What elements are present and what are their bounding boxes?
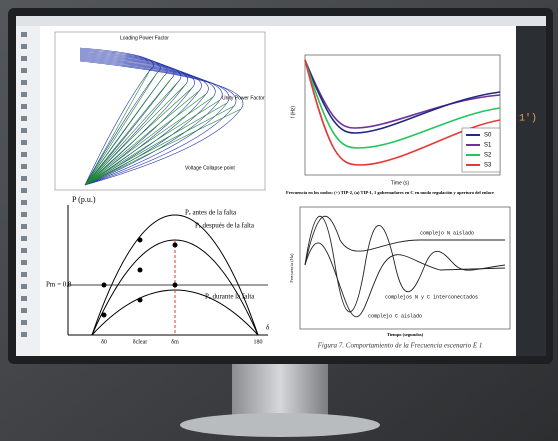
point	[173, 283, 178, 288]
x-label: δm	[171, 339, 179, 345]
sidebar-icon	[21, 56, 27, 61]
point	[138, 298, 143, 303]
fn-title-box: Frecuencia en los nodos: (+) TIP-2, (a) …	[286, 190, 511, 206]
sidebar-icon	[21, 224, 27, 229]
pv-label: Loading Power Factor	[120, 35, 169, 41]
sidebar-icon	[21, 308, 27, 313]
sidebar-icon	[21, 164, 27, 169]
sidebar-icon	[21, 116, 27, 121]
axis-label: P (p.u.)	[72, 195, 96, 204]
annotation: complejo C aislado	[368, 313, 422, 319]
sidebar-icon	[21, 188, 27, 193]
curve-label: Pₑ antes de la falta	[185, 209, 237, 217]
pv-label: Unity Power Factor	[222, 95, 265, 101]
axis-label: Tiempo (segundos)	[387, 332, 424, 337]
sidebar-icon	[21, 32, 27, 37]
sidebar-icon	[21, 272, 27, 277]
pa-panel	[45, 195, 275, 345]
legend-label: S0	[484, 133, 492, 139]
sidebar-icon	[21, 80, 27, 85]
annotation: complejo N aislado	[420, 230, 474, 236]
point	[102, 283, 107, 288]
pv-label: Voltage Collapse point	[185, 165, 235, 171]
sidebar-icon	[21, 44, 27, 49]
point	[138, 268, 143, 273]
annotation: complejos N y C interconectados	[385, 294, 478, 300]
x-label: δ0	[101, 339, 107, 345]
sidebar-icon	[21, 140, 27, 145]
sidebar-icon	[21, 320, 27, 325]
page: {"panels":{ "pv_curves":{"labels":["Load…	[0, 0, 558, 441]
x-label: δclear	[133, 339, 147, 345]
pm-label: Pm = 0.8	[46, 281, 72, 289]
sidebar-icon	[21, 128, 27, 133]
monitor-stand	[232, 360, 328, 420]
sidebar-icon	[21, 248, 27, 253]
point	[102, 313, 107, 318]
sidebar-icon	[21, 260, 27, 265]
fn-title: Frecuencia en los nodos: (+) TIP-2, (a) …	[286, 190, 511, 195]
curve-label: Pₑ después de la falta	[195, 222, 255, 230]
axis-label: Time (s)	[391, 180, 409, 186]
sidebar-icon	[21, 284, 27, 289]
code-text: 1')	[519, 113, 537, 125]
sidebar-icon	[21, 92, 27, 97]
axis-label: f (Hz)	[290, 106, 296, 119]
sidebar-icon	[21, 152, 27, 157]
legend-label: S1	[484, 143, 492, 149]
sidebar-icon	[21, 236, 27, 241]
caption: Figura 7. Comportamiento de la Frecuenci…	[317, 342, 483, 350]
legend-label: S3	[484, 163, 492, 169]
axis-label: Frecuencia (Hz)	[289, 253, 294, 283]
scene: 1') Loading Power Factor Unity Power Fac…	[0, 0, 558, 441]
sidebar-icon	[21, 212, 27, 217]
sidebar	[16, 26, 40, 356]
fn-plot	[300, 207, 510, 329]
code-editor	[516, 26, 546, 356]
point	[138, 238, 143, 243]
sidebar-icon	[21, 68, 27, 73]
x-label: 180	[254, 339, 263, 345]
curve-label: Pₑ durante la falta	[205, 293, 255, 301]
sidebar-icon	[21, 200, 27, 205]
window-titlebar	[16, 16, 546, 26]
point	[173, 243, 178, 248]
sidebar-icon	[21, 176, 27, 181]
sidebar-icon	[21, 104, 27, 109]
sidebar-icon	[21, 332, 27, 337]
legend-label: S2	[484, 153, 492, 159]
monitor-base	[180, 413, 380, 437]
sidebar-icon	[21, 296, 27, 301]
